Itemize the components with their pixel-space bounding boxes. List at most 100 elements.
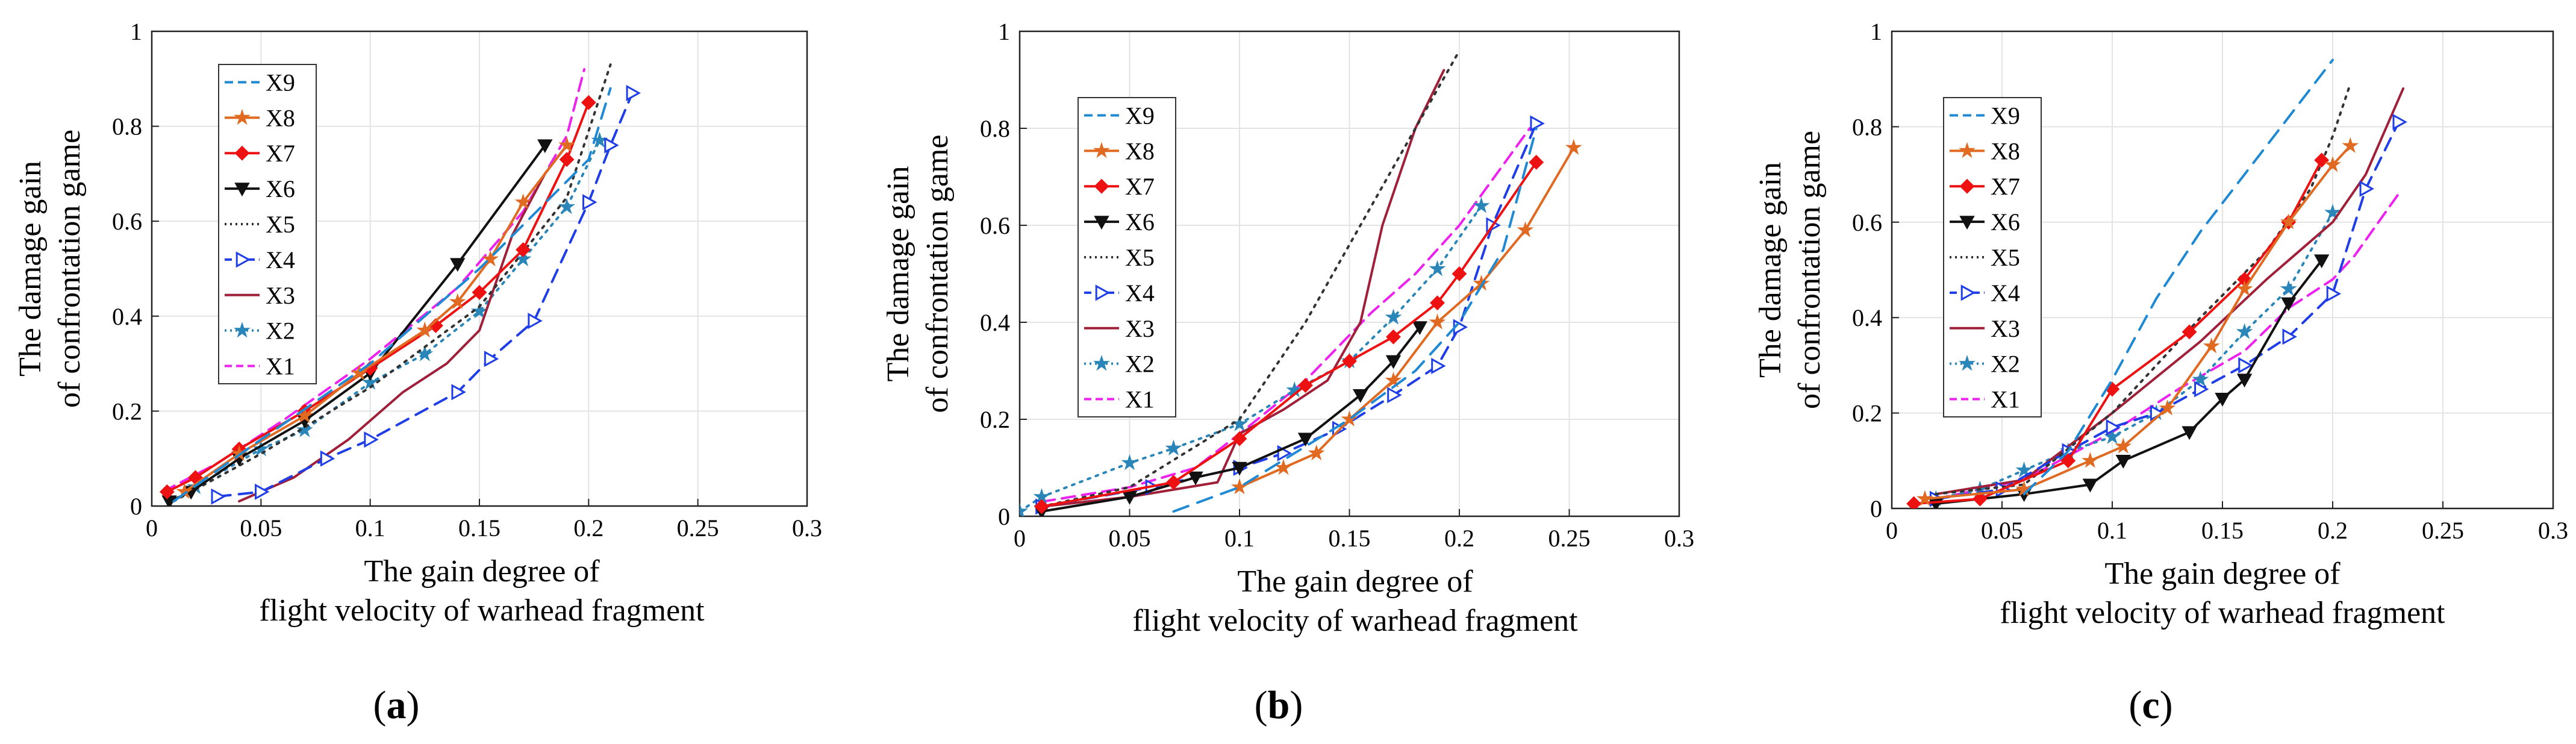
series-line-x9 bbox=[1172, 127, 1538, 513]
data-point-x8 bbox=[2342, 137, 2359, 153]
x-axis-label: The gain degree of bbox=[2104, 557, 2341, 591]
chart-panel-a: 0 0.05 0.1 0.15 0.2 0.25 0.3 0 0.2 0.4 0.6 0.8 1 The … bbox=[13, 18, 822, 727]
legend-marker-x6 bbox=[234, 183, 250, 197]
data-point-x7 bbox=[1452, 266, 1467, 281]
data-point-x8 bbox=[1341, 410, 1358, 427]
legend-label-x9: X9 bbox=[266, 69, 295, 96]
legend-label-x1: X1 bbox=[1125, 386, 1155, 413]
data-point-x8 bbox=[416, 321, 434, 338]
legend-label-x2: X2 bbox=[1125, 351, 1155, 378]
x-tick-label: 0.1 bbox=[1224, 525, 1255, 552]
legend: X9 X8 X7 X6 X5 X4 X3 X2 X1 bbox=[1943, 97, 2042, 417]
data-point-x8 bbox=[2082, 452, 2099, 468]
y-tick-label: 1 bbox=[130, 18, 142, 45]
data-point-x4 bbox=[364, 431, 379, 448]
chart-panel-b: 0 0.05 0.1 0.15 0.2 0.25 0.3 0 0.2 0.4 0.6 0.8 1 The … bbox=[881, 18, 1694, 727]
legend-label-x7: X7 bbox=[1991, 173, 2020, 200]
data-point-x6 bbox=[2314, 254, 2330, 269]
x-tick-label: 0.1 bbox=[2097, 517, 2127, 544]
data-point-x6 bbox=[2215, 393, 2230, 407]
series-line-x9 bbox=[172, 87, 612, 503]
panel-label-open: ( bbox=[2128, 683, 2142, 727]
data-point-x4 bbox=[1530, 115, 1545, 132]
x-tick-label: 0.3 bbox=[1664, 525, 1694, 552]
data-point-x7 bbox=[1166, 475, 1181, 490]
legend-label-x7: X7 bbox=[1125, 173, 1155, 200]
x-axis-label: The gain degree of bbox=[364, 554, 600, 589]
x-tick-label: 0.15 bbox=[1329, 525, 1371, 552]
data-point-x7 bbox=[581, 95, 596, 110]
x-axis-label-line2: flight velocity of warhead fragment bbox=[1132, 604, 1578, 638]
data-point-x8 bbox=[1385, 371, 1402, 388]
legend-label-x9: X9 bbox=[1125, 102, 1155, 129]
panel-label-letter: c bbox=[2142, 683, 2159, 727]
panel-label-letter: a bbox=[387, 683, 407, 727]
data-point-x6 bbox=[2082, 478, 2098, 493]
data-point-x4 bbox=[2194, 381, 2209, 398]
y-axis-label-line2: of confrontation game bbox=[1792, 131, 1827, 409]
y-tick-label: 0 bbox=[130, 493, 142, 520]
data-point-x6 bbox=[2236, 374, 2253, 388]
data-point-x7 bbox=[1906, 496, 1922, 508]
data-point-x7 bbox=[1529, 154, 1544, 170]
data-point-x2 bbox=[252, 440, 270, 457]
series-line-x4 bbox=[216, 92, 634, 498]
y-tick-label: 0 bbox=[998, 503, 1010, 530]
data-point-x6 bbox=[1353, 389, 1368, 403]
data-point-x8 bbox=[2203, 337, 2220, 354]
data-point-x4 bbox=[2238, 357, 2253, 374]
y-tick-label: 0.8 bbox=[112, 113, 142, 140]
legend-label-x1: X1 bbox=[1991, 386, 2020, 413]
data-point-x4 bbox=[604, 137, 619, 154]
x-tick-label: 0.25 bbox=[2422, 517, 2464, 544]
data-point-x2 bbox=[1429, 260, 1446, 277]
data-point-x4 bbox=[2106, 419, 2121, 436]
data-point-x2 bbox=[1121, 454, 1138, 470]
panel-label: (a) bbox=[373, 683, 420, 727]
panel-label-close: ) bbox=[1290, 683, 1303, 727]
data-point-x4 bbox=[255, 483, 270, 500]
data-point-x2 bbox=[2236, 323, 2253, 339]
data-point-x2 bbox=[1473, 197, 1490, 213]
legend-marker-x6 bbox=[1959, 216, 1975, 230]
data-point-x2 bbox=[1385, 308, 1402, 325]
data-point-x6 bbox=[1232, 461, 1247, 476]
data-point-x2 bbox=[361, 374, 379, 390]
data-point-x8 bbox=[2280, 213, 2297, 230]
legend-label-x5: X5 bbox=[1991, 244, 2020, 271]
x-tick-label: 0.2 bbox=[573, 514, 603, 542]
data-point-x4 bbox=[211, 488, 226, 505]
data-point-x8 bbox=[2159, 399, 2176, 416]
y-tick-label: 0 bbox=[1870, 495, 1882, 522]
data-point-x6 bbox=[2181, 426, 2197, 440]
data-point-x4 bbox=[2392, 113, 2407, 131]
data-point-x6 bbox=[450, 258, 466, 272]
x-tick-label: 0 bbox=[146, 514, 158, 542]
data-point-x4 bbox=[484, 351, 499, 367]
legend-label-x4: X4 bbox=[1991, 280, 2020, 307]
data-point-x4 bbox=[1387, 387, 1402, 404]
legend-label-x1: X1 bbox=[266, 353, 295, 380]
legend-marker-x4 bbox=[235, 251, 251, 268]
x-tick-label: 0.3 bbox=[792, 514, 822, 542]
data-point-x6 bbox=[1188, 471, 1203, 486]
data-point-x7 bbox=[1232, 431, 1247, 446]
series-line-x6 bbox=[1040, 326, 1421, 513]
data-point-x8 bbox=[1565, 139, 1582, 155]
y-tick-label: 0.2 bbox=[1852, 400, 1882, 427]
data-point-x4 bbox=[2282, 328, 2297, 345]
legend-marker-x4 bbox=[1960, 284, 1976, 301]
y-tick-label: 0.6 bbox=[980, 212, 1010, 239]
data-point-x7 bbox=[1972, 491, 1988, 507]
y-axis-label-line2: of confrontation game bbox=[52, 130, 87, 408]
series-line-x9 bbox=[2022, 58, 2334, 496]
data-point-x7 bbox=[1342, 353, 1357, 369]
legend-label-x2: X2 bbox=[1991, 351, 2020, 378]
series-group bbox=[1020, 49, 1582, 516]
legend-marker-x8 bbox=[1959, 142, 1976, 158]
panel-label-open: ( bbox=[373, 683, 387, 727]
series-line-x2 bbox=[194, 139, 601, 489]
data-point-x7 bbox=[159, 484, 175, 499]
series-line-x2 bbox=[1935, 211, 2334, 501]
